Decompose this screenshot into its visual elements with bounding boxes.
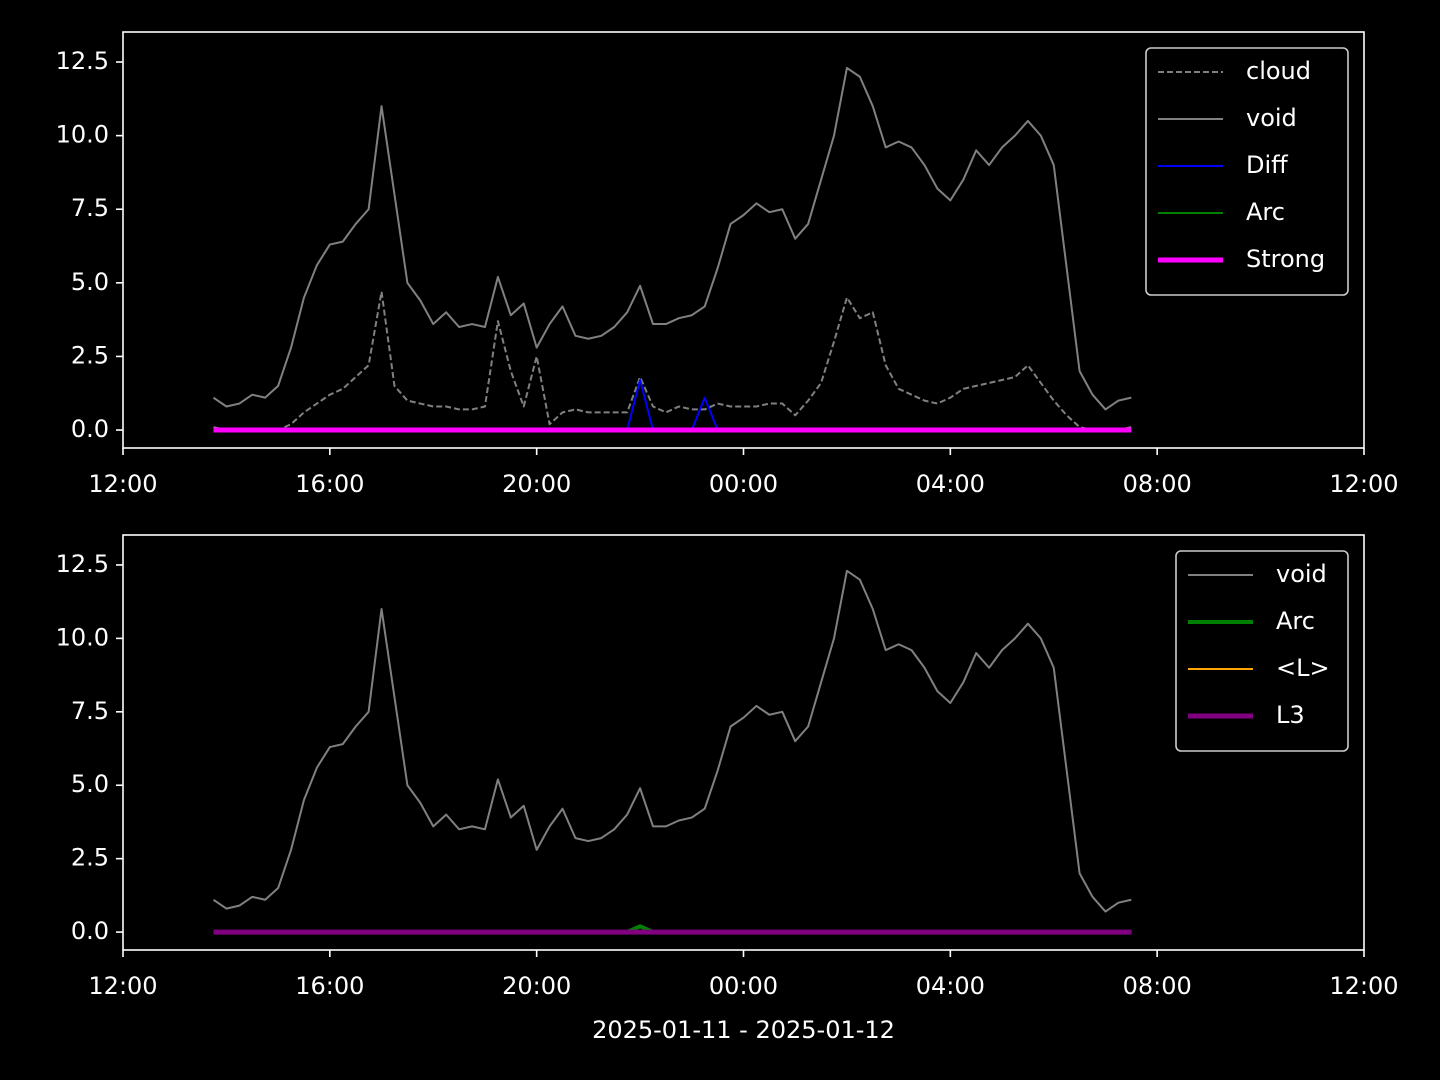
legend-label: void bbox=[1276, 560, 1327, 588]
x-tick-label: 04:00 bbox=[916, 470, 985, 498]
series-line bbox=[213, 290, 1132, 432]
legend-label: Diff bbox=[1246, 151, 1288, 179]
y-tick-label: 5.0 bbox=[71, 268, 109, 296]
y-tick-label: 10.0 bbox=[56, 121, 109, 149]
x-tick-label: 12:00 bbox=[88, 972, 157, 1000]
x-axis-label: 2025-01-11 - 2025-01-12 bbox=[592, 1016, 895, 1044]
legend-label: Strong bbox=[1246, 245, 1325, 273]
x-tick-label: 00:00 bbox=[709, 972, 778, 1000]
x-tick-label: 12:00 bbox=[1329, 470, 1398, 498]
legend: cloud void Diff Arc Strong bbox=[1145, 47, 1349, 296]
x-tick-label: 20:00 bbox=[502, 972, 571, 1000]
legend-box bbox=[1145, 47, 1349, 296]
x-tick-label: 04:00 bbox=[916, 972, 985, 1000]
y-tick-label: 0.0 bbox=[71, 917, 109, 945]
y-tick-label: 10.0 bbox=[56, 623, 109, 651]
series-line bbox=[212, 66, 1132, 411]
x-tick-label: 20:00 bbox=[502, 470, 571, 498]
legend-label: Arc bbox=[1246, 198, 1285, 226]
legend-label: Arc bbox=[1276, 607, 1315, 635]
legend-label: <L> bbox=[1276, 654, 1330, 682]
y-tick-label: 2.5 bbox=[71, 341, 109, 369]
x-tick-label: 08:00 bbox=[1123, 470, 1192, 498]
legend-label: void bbox=[1246, 104, 1297, 132]
y-tick-label: 0.0 bbox=[71, 415, 109, 443]
x-tick-label: 12:00 bbox=[1329, 972, 1398, 1000]
legend: void Arc <L> L3 bbox=[1175, 550, 1349, 752]
x-tick-label: 12:00 bbox=[88, 470, 157, 498]
axes-frame bbox=[122, 31, 1365, 449]
y-tick-label: 7.5 bbox=[71, 697, 109, 725]
series-line bbox=[212, 569, 1132, 913]
x-tick-label: 16:00 bbox=[295, 470, 364, 498]
y-tick-label: 12.5 bbox=[56, 47, 109, 75]
y-tick-label: 2.5 bbox=[71, 844, 109, 872]
y-tick-label: 7.5 bbox=[71, 194, 109, 222]
x-tick-label: 08:00 bbox=[1123, 972, 1192, 1000]
y-tick-label: 12.5 bbox=[56, 550, 109, 578]
legend-label: L3 bbox=[1276, 701, 1305, 729]
y-tick-label: 5.0 bbox=[71, 770, 109, 798]
axes-frame bbox=[122, 534, 1365, 951]
legend-box bbox=[1175, 550, 1349, 752]
legend-label: cloud bbox=[1246, 57, 1311, 85]
x-tick-label: 16:00 bbox=[295, 972, 364, 1000]
x-tick-label: 00:00 bbox=[709, 470, 778, 498]
